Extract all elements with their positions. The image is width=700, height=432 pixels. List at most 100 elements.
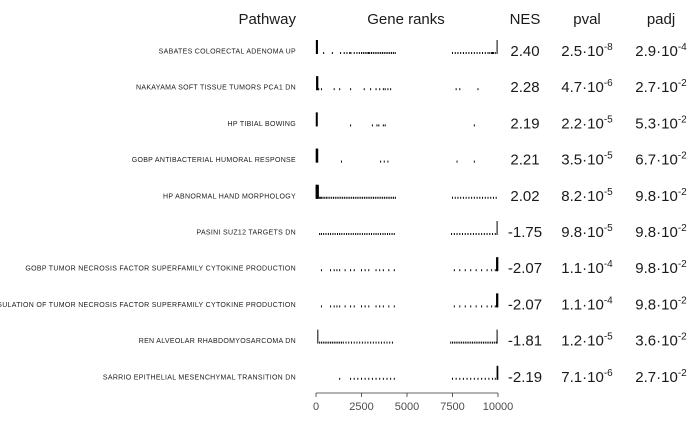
pathway-row: PASINI SUZ12 TARGETS DN -1.75 9.8·10-5 9.8·…: [197, 221, 687, 241]
gene-rank-track: [320, 257, 499, 272]
header-nes: NES: [510, 11, 541, 28]
pval-value-times-ten: ·10: [582, 260, 604, 277]
padj-value-times-ten: ·10: [656, 188, 678, 205]
padj-value: 9.8·10-2: [635, 295, 687, 313]
padj-value-mantissa: 2.9: [635, 43, 656, 60]
nes-value: 2.19: [510, 115, 539, 132]
gene-rank-track: [315, 112, 475, 127]
pval-value-exponent: -5: [604, 332, 613, 343]
pval-value-mantissa: 2.2: [561, 115, 582, 132]
padj-value-exponent: -2: [678, 332, 687, 343]
pval-value-mantissa: 9.8: [561, 224, 582, 241]
pval-value-exponent: -5: [604, 223, 613, 234]
pval-value-exponent: -4: [604, 295, 613, 306]
gene-rank-track: [315, 40, 498, 54]
pval-value-times-ten: ·10: [582, 369, 604, 386]
pval-value: 2.2·10-5: [561, 114, 613, 132]
padj-value-mantissa: 9.8: [635, 188, 656, 205]
header-pval: pval: [573, 11, 601, 28]
nes-value: 2.02: [510, 188, 539, 205]
gene-rank-track: [319, 221, 498, 235]
pathway-name: REN ALVEOLAR RHABDOMYOSARCOMA DN: [139, 338, 296, 345]
x-axis: 0 2500 5000 7500 10000: [313, 392, 514, 413]
pathway-name: GOBP TUMOR NECROSIS FACTOR SUPERFAMILY C…: [25, 266, 296, 273]
padj-value: 2.9·10-4: [635, 42, 687, 60]
pval-value: 1.1·10-4: [561, 295, 613, 313]
padj-value: 9.8·10-2: [635, 259, 687, 277]
padj-value-mantissa: 9.8: [635, 296, 656, 313]
pval-value: 3.5·10-5: [561, 151, 613, 169]
padj-value-exponent: -2: [678, 187, 687, 198]
padj-value-mantissa: 2.7: [635, 79, 656, 96]
padj-value-mantissa: 6.7: [635, 152, 656, 169]
pval-value-times-ten: ·10: [582, 224, 604, 241]
pval-value: 8.2·10-5: [561, 187, 613, 205]
pval-value: 1.1·10-4: [561, 259, 613, 277]
pval-value-mantissa: 1.2: [561, 333, 582, 350]
padj-value-times-ten: ·10: [656, 79, 678, 96]
padj-value-mantissa: 5.3: [635, 115, 656, 132]
pathway-row: HP ABNORMAL HAND MORPHOLOGY 2.02 8.2·10-5 9…: [163, 184, 687, 205]
pval-value-times-ten: ·10: [582, 296, 604, 313]
padj-value-mantissa: 2.7: [635, 369, 656, 386]
pval-value-exponent: -8: [604, 42, 613, 53]
header-gene-ranks: Gene ranks: [367, 11, 445, 28]
padj-value-exponent: -2: [678, 114, 687, 125]
x-tick-label: 2500: [349, 401, 373, 413]
padj-value-times-ten: ·10: [656, 260, 678, 277]
pathway-name: SARRIO EPITHELIAL MESENCHYMAL TRANSITION…: [103, 374, 296, 381]
pathway-name: PASINI SUZ12 TARGETS DN: [197, 230, 296, 237]
padj-value: 9.8·10-2: [635, 187, 687, 205]
padj-value: 9.8·10-2: [635, 223, 687, 241]
pathway-name: HP TIBIAL BOWING: [228, 121, 296, 128]
padj-value-exponent: -2: [678, 151, 687, 162]
pval-value: 4.7·10-6: [561, 78, 613, 96]
pval-value-mantissa: 4.7: [561, 79, 582, 96]
pathway-row: SARRIO EPITHELIAL MESENCHYMAL TRANSITION…: [103, 365, 687, 386]
pval-value: 2.5·10-8: [561, 42, 613, 60]
padj-value-mantissa: 9.8: [635, 260, 656, 277]
padj-value: 6.7·10-2: [635, 151, 687, 169]
pathway-name: SABATES COLORECTAL ADENOMA UP: [159, 49, 296, 56]
padj-value-times-ten: ·10: [656, 369, 678, 386]
pathway-row: NAKAYAMA SOFT TISSUE TUMORS PCA1 DN 2.28 4…: [136, 76, 687, 96]
padj-value-times-ten: ·10: [656, 43, 678, 60]
gene-rank-track: [315, 184, 497, 199]
padj-value-times-ten: ·10: [656, 115, 678, 132]
header-row: Pathway Gene ranks NES pval padj: [238, 11, 675, 28]
padj-value: 2.7·10-2: [635, 78, 687, 96]
pval-value-mantissa: 7.1: [561, 369, 582, 386]
padj-value: 3.6·10-2: [635, 332, 687, 350]
gene-rank-track: [316, 76, 479, 91]
pathway-row: SABATES COLORECTAL ADENOMA UP 2.40 2.5·10-…: [159, 40, 687, 60]
pval-value-mantissa: 1.1: [561, 260, 582, 277]
padj-value-mantissa: 3.6: [635, 333, 656, 350]
header-padj: padj: [647, 11, 675, 28]
nes-value: -2.07: [508, 296, 542, 313]
nes-value: 2.21: [510, 152, 539, 169]
x-tick-label: 0: [313, 401, 319, 413]
pathway-name: GOBP ANTIBACTERIAL HUMORAL RESPONSE: [132, 157, 296, 164]
pathway-name: HP ABNORMAL HAND MORPHOLOGY: [163, 193, 296, 200]
nes-value: -2.07: [508, 260, 542, 277]
padj-value-exponent: -2: [678, 78, 687, 89]
pval-value-exponent: -6: [604, 78, 613, 89]
padj-value-exponent: -4: [678, 42, 687, 53]
pval-value-mantissa: 8.2: [561, 188, 582, 205]
nes-value: 2.40: [510, 43, 539, 60]
gene-rank-track: [315, 148, 475, 163]
padj-value-exponent: -2: [678, 223, 687, 234]
pval-value-exponent: -5: [604, 187, 613, 198]
padj-value-times-ten: ·10: [656, 224, 678, 241]
nes-value: -1.75: [508, 224, 542, 241]
pval-value-mantissa: 3.5: [561, 152, 582, 169]
x-tick-label: 10000: [483, 401, 514, 413]
pathway-row: GOBP TUMOR NECROSIS FACTOR SUPERFAMILY C…: [25, 257, 687, 277]
gene-rank-track: [317, 329, 498, 344]
pval-value-times-ten: ·10: [582, 333, 604, 350]
padj-value-times-ten: ·10: [656, 333, 678, 350]
pval-value-mantissa: 1.1: [561, 296, 582, 313]
gene-rank-track: [339, 365, 499, 380]
pval-value-mantissa: 2.5: [561, 43, 582, 60]
